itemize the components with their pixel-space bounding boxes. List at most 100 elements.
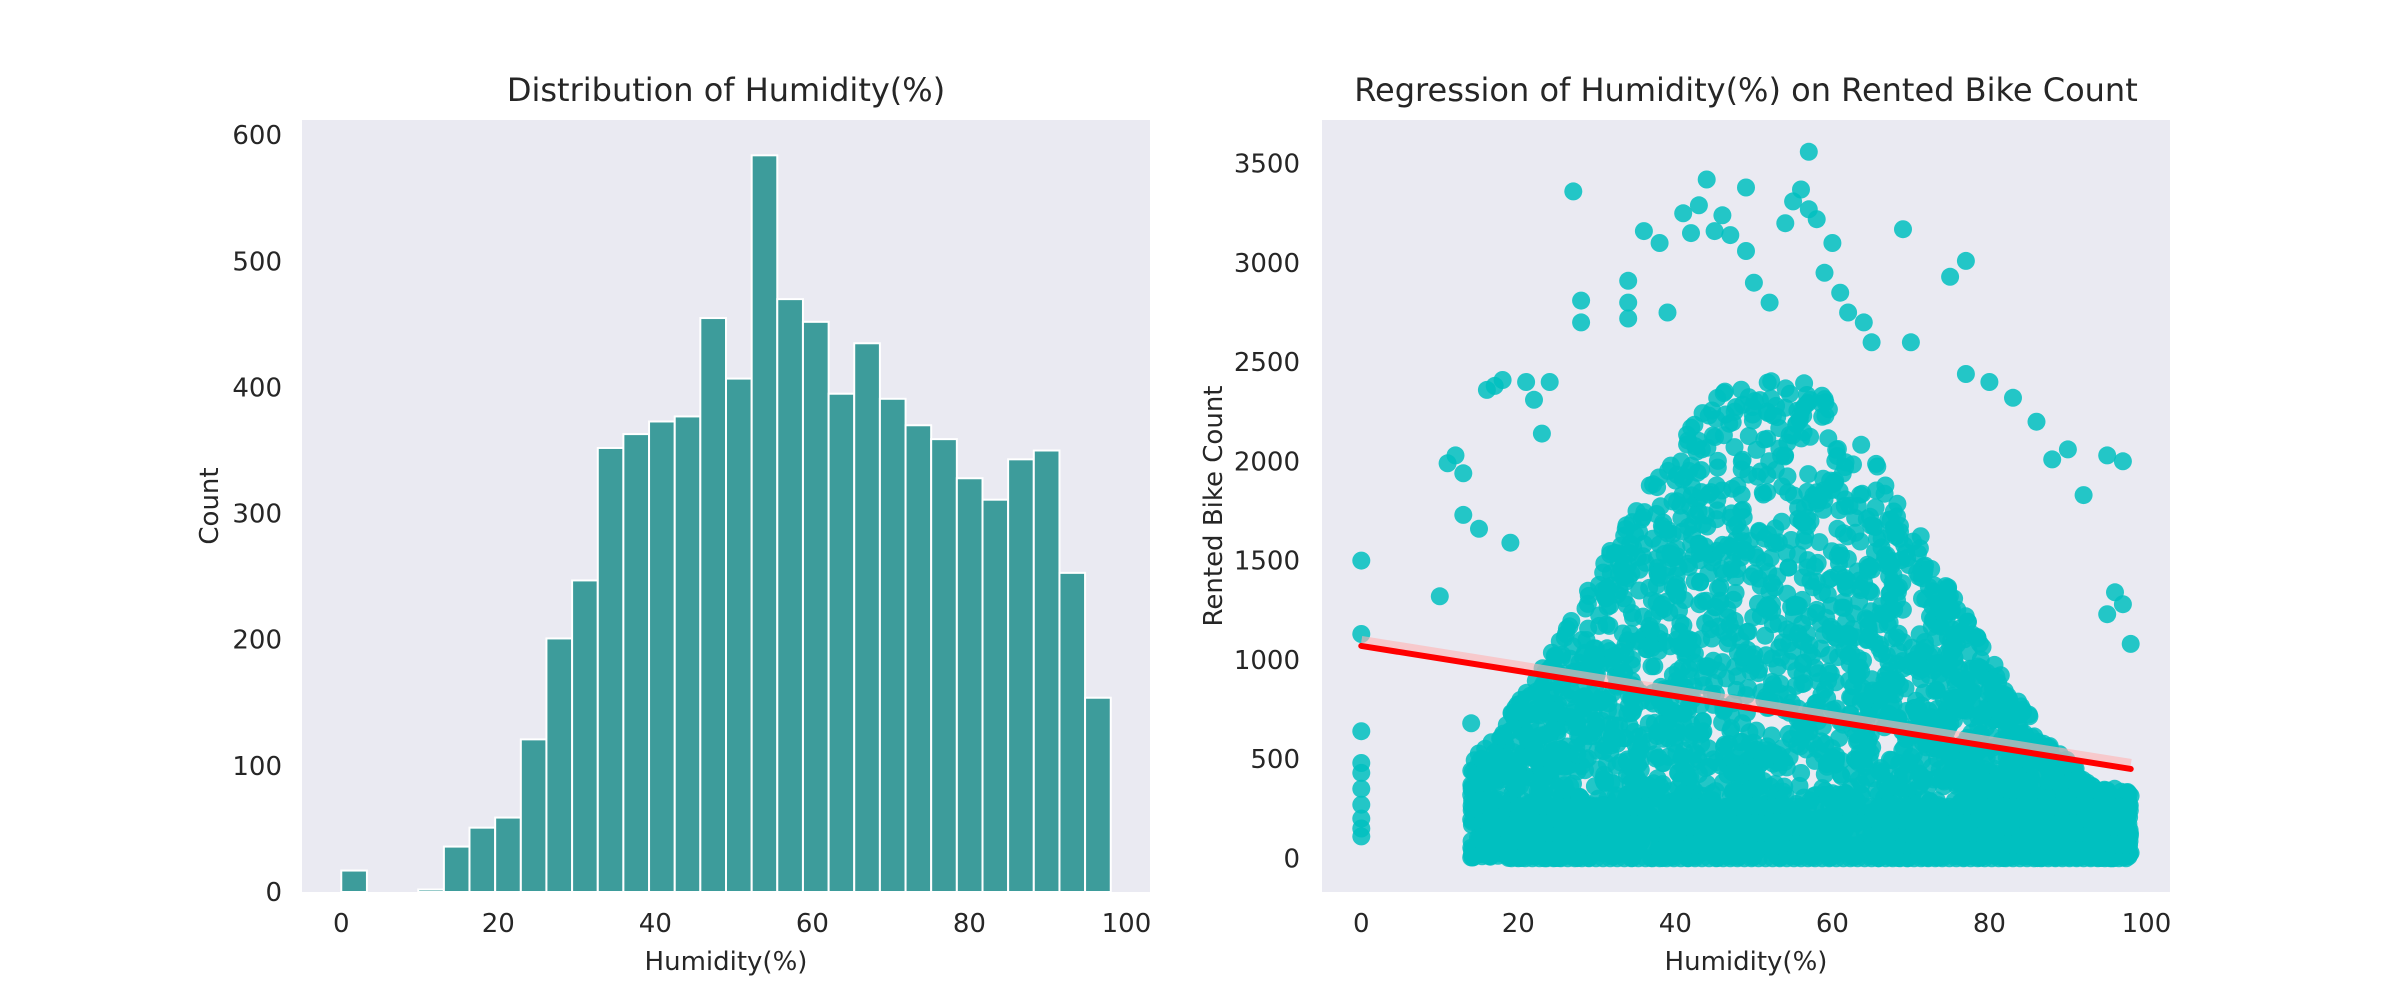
scatter-point-20 [1501,533,1520,552]
scatter-point-63 [2004,388,2022,407]
scatter-point [1933,771,1952,790]
regression-x-tick-40: 40 [1659,909,1692,939]
scatter-point [1794,513,1813,532]
scatter-point [2046,765,2065,784]
scatter-point-67 [2074,486,2093,505]
scatter-point [1861,507,1879,526]
scatter-point [1709,661,1727,680]
histogram-bar-0 [340,869,368,893]
scatter-point [1704,750,1723,769]
scatter-point [1653,697,1672,716]
scatter-point-4 [1352,763,1371,782]
scatter-point [1898,549,1917,568]
scatter-point [1686,506,1705,525]
scatter-point [1641,636,1660,655]
scatter-point [1681,667,1700,686]
histogram-bar-11 [622,433,651,893]
histogram-bar-28 [1058,571,1087,893]
scatter-point [1977,718,1995,737]
scatter-point [1606,646,1624,665]
scatter-point [1909,700,1928,719]
scatter-point [1722,560,1741,579]
scatter-point [1867,781,1886,800]
scatter-point [2117,836,2135,855]
histogram-y-tick-600: 600 [232,121,282,151]
scatter-point [1584,727,1603,746]
scatter-point-12 [1446,446,1465,465]
histogram-y-tick-300: 300 [232,500,282,530]
histogram-x-tick-100: 100 [1102,909,1152,939]
scatter-point [1772,446,1791,465]
scatter-point-56 [1862,333,1881,352]
histogram-y-tick-0: 0 [265,878,282,908]
scatter-point [1617,516,1636,535]
scatter-point-30 [1619,309,1638,328]
scatter-point [1696,537,1715,556]
scatter-point [1667,743,1686,762]
scatter-point-10 [1430,587,1449,606]
histogram-bar-3 [417,888,445,893]
scatter-point [1600,616,1619,635]
scatter-point [1597,754,1616,773]
histogram-bar-5 [468,826,497,893]
scatter-point [2117,849,2135,868]
scatter-point [1553,645,1572,664]
histogram-x-tick-0: 0 [333,909,350,939]
regression-y-tick-1500: 1500 [1234,547,1300,577]
scatter-point-69 [2113,452,2132,471]
scatter-point [1685,415,1704,434]
scatter-point-14 [1454,505,1473,524]
scatter-point-19 [1493,371,1512,389]
scatter-point [1568,745,1587,764]
scatter-point-54 [1839,303,1858,322]
scatter-point-73 [2098,605,2117,624]
scatter-point [1470,830,1489,849]
scatter-point [1633,547,1652,566]
scatter-point-57 [1894,220,1912,239]
scatter-point [1686,653,1704,672]
scatter-point-59 [1941,267,1960,286]
scatter-point [1880,584,1899,603]
histogram-bar-27 [1032,449,1061,893]
scatter-point [1652,516,1671,535]
scatter-point [1691,573,1709,592]
scatter-point-24 [1532,424,1551,443]
scatter-point [1795,531,1813,550]
scatter-point [1477,812,1495,831]
scatter-point [1532,678,1551,696]
scatter-point [1708,458,1727,477]
histogram-bar-6 [494,816,522,894]
scatter-point [1772,648,1791,667]
histogram-x-tick-80: 80 [953,909,986,939]
histogram-y-tick-400: 400 [232,373,282,403]
scatter-point [1708,501,1727,520]
scatter-point [1747,721,1766,740]
scatter-point [1493,727,1512,746]
scatter-point [1659,461,1678,480]
scatter-point [2117,823,2135,842]
scatter-point [1670,601,1688,620]
scatter-point [1896,764,1915,783]
histogram-y-tick-100: 100 [232,752,282,782]
scatter-point [1871,700,1889,719]
histogram-bar-23 [930,438,958,893]
histogram-bar-7 [519,738,548,893]
scatter-point [1852,435,1871,454]
regression-chart: 0 20 40 60 80 100 0 500 1000 1500 2000 2500 3000 350… [1199,71,2171,977]
outlier-points [1352,142,2140,846]
scatter-point [1698,438,1717,457]
regression-x-tick-20: 20 [1502,909,1535,939]
histogram-bar-15 [725,377,753,893]
scatter-point [1883,682,1902,701]
scatter-point [1618,750,1637,769]
scatter-point [1998,761,2017,780]
scatter-point [1739,427,1758,445]
scatter-point [1762,372,1781,391]
scatter-point [1757,750,1776,769]
scatter-point [2014,702,2032,721]
scatter-point [1679,698,1698,717]
scatter-point-37 [1697,170,1716,189]
scatter-point [2014,771,2032,790]
scatter-point [1762,726,1781,745]
